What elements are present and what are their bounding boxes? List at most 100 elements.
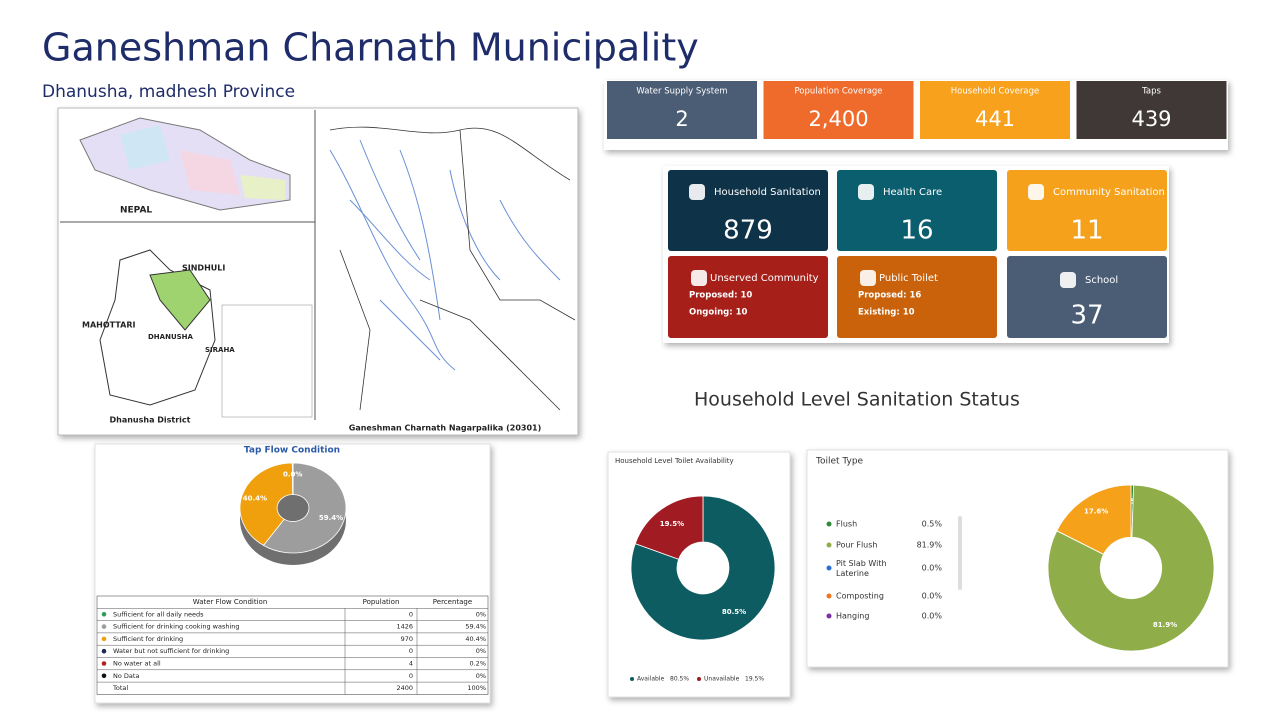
card: [1007, 170, 1167, 251]
legend-value: 81.9%: [917, 541, 943, 550]
kpi-label: Water Supply System: [636, 87, 727, 97]
card-value: 37: [1070, 301, 1103, 331]
legend-value: 0.5%: [922, 520, 943, 529]
card-value: 879: [723, 216, 773, 246]
legend-dot: [101, 636, 107, 642]
legend-dot: [826, 593, 832, 599]
legend-dot: [826, 565, 832, 571]
chart-title: Tap Flow Condition: [244, 446, 340, 456]
card-line: Proposed: 16: [858, 291, 921, 301]
card-title: Unserved Community: [710, 273, 819, 284]
card-value: 16: [900, 216, 933, 246]
card-line: Ongoing: 10: [689, 308, 748, 318]
card-icon: [1028, 184, 1044, 200]
card-title: School: [1085, 275, 1118, 286]
card: [837, 170, 997, 251]
table-header: Population: [363, 598, 400, 606]
legend-dot: [101, 624, 107, 629]
legend-value: 0.0%: [922, 592, 943, 601]
table-cell: 100%: [467, 684, 486, 692]
table-header: Percentage: [433, 598, 472, 606]
slice-label: 19.5%: [660, 520, 684, 528]
legend-dot: [826, 613, 832, 619]
card: [837, 256, 997, 338]
legend-value: 19.5%: [745, 676, 764, 683]
pie-slice: [262, 462, 347, 554]
map-label: Ganeshman Charnath Nagarpalika (20301): [349, 424, 542, 433]
legend-dot: [101, 648, 107, 654]
pie-slice: [239, 462, 294, 546]
card: [1007, 256, 1167, 338]
legend-value: 0.0%: [922, 612, 943, 621]
chart-title: Toilet Type: [815, 457, 864, 467]
card-icon: [860, 270, 876, 286]
kpi-value: 2: [675, 107, 688, 131]
kpi-label: Taps: [1141, 87, 1161, 97]
legend-dot: [101, 661, 107, 666]
legend-label: Pour Flush: [836, 541, 877, 550]
slice-label: 80.5%: [722, 608, 746, 616]
card-line: Existing: 10: [858, 308, 915, 318]
map-label: SINDHULI: [182, 264, 225, 273]
legend-dot: [826, 521, 832, 527]
table-cell: Water but not sufficient for drinking: [113, 647, 229, 655]
legend-dot: [630, 677, 634, 681]
legend-dot: [101, 612, 107, 617]
table-cell: 0%: [476, 647, 486, 655]
legend-label: Hanging: [836, 612, 869, 621]
card-icon: [689, 184, 705, 200]
table-cell: 0%: [476, 610, 486, 618]
table-cell: 0%: [476, 672, 486, 680]
table-cell: 40.4%: [465, 635, 486, 643]
scrollbar: [958, 516, 962, 590]
card: [668, 256, 828, 338]
chart-title: Household Level Toilet Availability: [615, 457, 734, 465]
pie-slice: [1047, 484, 1215, 652]
pie-slice: [634, 495, 704, 560]
legend-label: Composting: [836, 592, 884, 601]
map-label: MAHOTTARI: [82, 321, 135, 330]
title: Ganeshman Charnath Municipality: [42, 26, 699, 70]
legend-value: 80.5%: [670, 676, 689, 683]
table-cell: 0: [409, 672, 413, 680]
table-cell: Total: [112, 684, 128, 692]
slice-label: 59.4%: [319, 514, 343, 522]
legend-dot: [101, 673, 107, 679]
card-title: Health Care: [883, 187, 942, 198]
table-cell: 1426: [396, 623, 413, 631]
card-icon: [858, 184, 874, 200]
card: [668, 170, 828, 251]
card-value: 11: [1070, 216, 1103, 246]
pie-slice: [1056, 484, 1132, 555]
table-cell: No water at all: [113, 660, 161, 668]
subtitle: Dhanusha, madhesh Province: [42, 82, 295, 102]
map-label: SIRAHA: [205, 346, 235, 354]
table-cell: Sufficient for all daily needs: [113, 610, 204, 618]
map-label: NEPAL: [120, 206, 152, 216]
kpi-card: [763, 81, 914, 139]
legend-dot: [697, 677, 701, 681]
table-cell: 0.2%: [469, 660, 486, 668]
kpi-value: 2,400: [808, 107, 868, 131]
table-header: Water Flow Condition: [193, 598, 268, 606]
legend-dot: [826, 542, 832, 548]
section-title: Household Level Sanitation Status: [694, 389, 1020, 411]
table-cell: 0: [409, 610, 413, 618]
kpi-label: Population Coverage: [794, 87, 882, 97]
kpi-card: [607, 81, 757, 139]
map-label: DHANUSHA: [148, 333, 194, 341]
table-cell: 970: [401, 635, 413, 643]
slice-label: 40.4%: [243, 494, 267, 502]
slice-label: 81.9%: [1153, 621, 1177, 629]
legend-label: Available: [637, 676, 664, 683]
table-cell: 2400: [396, 684, 413, 692]
slice-label: 0.5%: [1122, 498, 1141, 506]
legend-line: Laterine: [836, 569, 869, 578]
card-icon: [691, 270, 707, 286]
legend-value: 0.0%: [922, 564, 943, 573]
table-cell: 4: [409, 660, 413, 668]
table-cell: 0: [409, 647, 413, 655]
kpi-value: 441: [975, 107, 1015, 131]
